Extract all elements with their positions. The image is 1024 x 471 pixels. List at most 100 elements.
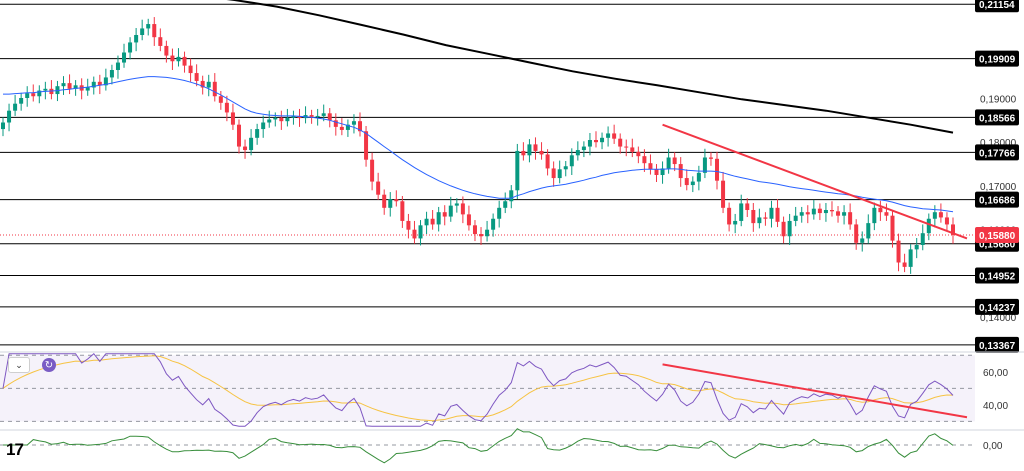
tradingview-logo: 17 [6,440,24,459]
candle-body [430,218,435,225]
candle-body [37,90,42,97]
level-label-box [975,144,1019,161]
candle-body [926,218,931,234]
collapse-panel-button[interactable]: ⌄ [8,357,30,373]
candle-body [358,121,363,132]
candle-body [13,103,18,111]
candle-body [91,81,96,88]
candle-body [345,124,350,130]
candle-body [811,208,816,215]
candle-body [448,205,453,217]
candle-body [642,156,647,164]
candle-body [479,234,484,237]
candle-body [878,207,883,213]
candle-body [194,73,199,81]
candle-body [593,140,598,143]
candle-body [690,181,695,186]
candle-body [515,150,520,191]
refresh-icon[interactable]: ↻ [42,358,56,372]
candle-body [884,212,889,216]
candle-body [684,178,689,186]
candle-body [842,212,847,216]
price-tick-label: 0,17000 [980,182,1017,193]
candle-body [25,93,30,98]
candle-body [370,159,375,182]
level-label: 0,14952 [979,272,1016,283]
candle-body [85,87,90,91]
candle-body [97,81,102,86]
candle-body [134,35,139,43]
candle-body [612,133,617,139]
candle-body [61,83,66,87]
candle-body [218,96,223,103]
ema-short-line [3,76,954,213]
candle-body [122,52,127,63]
candle-body [890,215,895,241]
candle-body [606,133,611,138]
candle-body [424,218,429,226]
candle-body [182,56,187,66]
candle-body [394,199,399,202]
candle-body [872,207,877,224]
candle-body [624,146,629,148]
candle-body [896,240,901,263]
rsi-trendline [662,363,968,419]
level-label-box [975,336,1019,353]
current-price-box [975,226,1019,243]
level-label: 0,16686 [979,196,1016,207]
candle-body [751,210,756,224]
level-label: 0,13367 [979,341,1016,352]
candle-body [527,144,532,156]
candle-body [267,119,272,123]
candle-body [587,140,592,147]
chevron-down-icon: ⌄ [15,359,23,370]
candle-body [412,229,417,239]
candle-body [285,117,290,122]
candle-body [261,122,266,130]
candle-body [376,181,381,195]
level-label-box [975,298,1019,315]
candle-body [497,207,502,219]
candle-body [67,83,72,89]
candle-body [823,210,828,214]
candle-body [73,85,78,89]
candle-body [460,203,465,215]
level-label: 0,17766 [979,148,1016,159]
candle-body [836,211,841,216]
candle-body [660,168,665,175]
level-label-box [975,50,1019,67]
candle-body [454,203,459,206]
candle-body [521,150,526,156]
candle-body [932,212,937,219]
candle-body [672,157,677,165]
candle-body [829,210,834,212]
candle-body [666,157,671,169]
candle-body [860,238,865,243]
candle-body [715,158,720,181]
level-label: 0,18566 [979,113,1016,124]
rsi-tick-label: 60,00 [983,368,1008,379]
candle-body [255,129,260,138]
candle-body [388,199,393,208]
candle-body [539,150,544,155]
candle-body [702,157,707,173]
candle-body [908,249,913,267]
candle-body [170,55,175,62]
candle-body [563,166,568,170]
candle-body [781,221,786,237]
price-tick-label: 0,14000 [980,313,1017,324]
candle-body [618,138,623,147]
candle-body [636,151,641,157]
rsi-signal-line [2,355,954,422]
candle-body [327,113,332,121]
candle-body [279,117,284,122]
candle-body [678,164,683,179]
candle-body [739,203,744,221]
rsi-line [2,352,954,427]
candle-body [491,218,496,230]
level-label: 0,14237 [979,303,1016,314]
candle-body [249,137,254,151]
candle-body [708,157,713,159]
candle-body [503,201,508,208]
candle-body [418,225,423,239]
